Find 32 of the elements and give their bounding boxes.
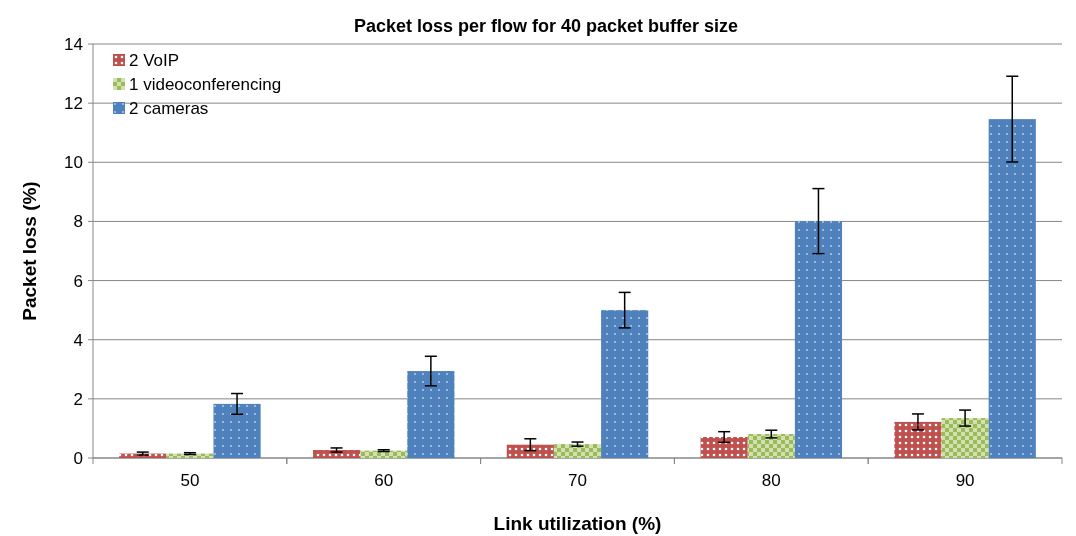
bar xyxy=(794,221,843,458)
y-tick-label: 12 xyxy=(64,94,83,114)
bar xyxy=(988,119,1036,458)
x-tick-label: 80 xyxy=(761,471,781,490)
x-tick-label: 70 xyxy=(568,471,587,490)
x-tick-label: 50 xyxy=(180,471,200,490)
legend-label: 2 cameras xyxy=(129,98,209,118)
x-axis-title: Link utilization (%) xyxy=(493,513,662,534)
bar xyxy=(894,421,942,458)
y-tick-label: 8 xyxy=(73,212,83,232)
y-axis-title: Packet loss (%) xyxy=(19,181,40,321)
bar xyxy=(360,450,408,458)
y-tick-label: 2 xyxy=(73,389,83,409)
bar xyxy=(941,418,989,458)
y-tick-label: 0 xyxy=(73,448,83,468)
legend-label: 2 VoIP xyxy=(129,50,180,70)
y-tick-label: 6 xyxy=(73,271,83,291)
y-tick-label: 4 xyxy=(73,330,83,350)
bar xyxy=(407,371,455,458)
bar xyxy=(312,450,361,458)
bar xyxy=(601,310,649,458)
bar xyxy=(213,403,261,458)
chart-title: Packet loss per flow for 40 packet buffer size xyxy=(353,16,739,36)
bar xyxy=(553,444,602,458)
x-tick-label: 90 xyxy=(955,471,975,490)
y-tick-label: 10 xyxy=(64,153,83,173)
bar xyxy=(700,437,748,458)
x-tick-label: 60 xyxy=(374,471,394,490)
bar xyxy=(506,444,554,458)
y-tick-label: 14 xyxy=(64,34,83,54)
legend-label: 1 videoconferencing xyxy=(129,74,282,94)
bar xyxy=(747,434,795,458)
